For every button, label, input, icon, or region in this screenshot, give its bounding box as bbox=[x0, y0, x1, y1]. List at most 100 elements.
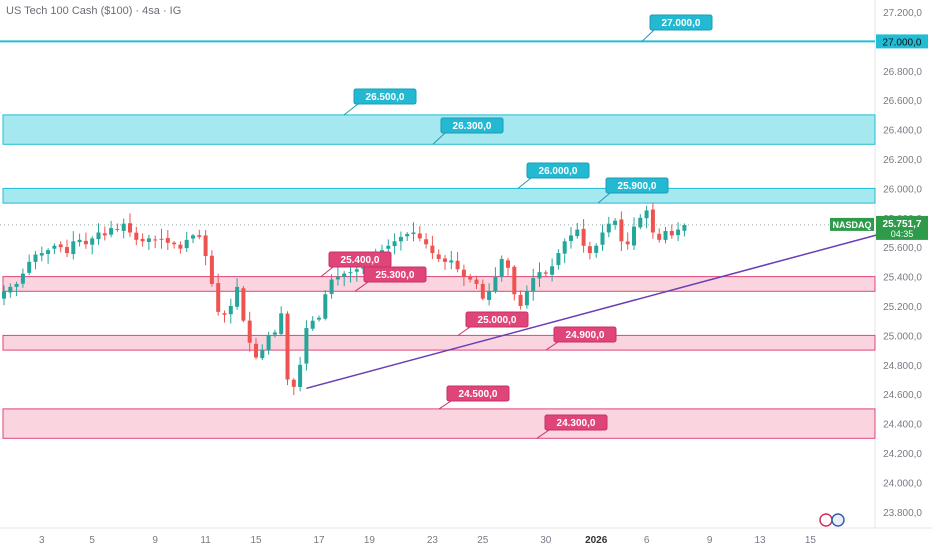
label-24300-label: 24.300,0 bbox=[557, 418, 596, 429]
label-24500-label: 24.500,0 bbox=[459, 389, 498, 400]
countdown-label: 04:35 bbox=[891, 229, 914, 239]
candle-body bbox=[146, 238, 151, 243]
label-24500 bbox=[446, 385, 510, 402]
label-26300 bbox=[440, 117, 504, 134]
candle-body bbox=[121, 223, 126, 231]
price-tick-label: 24.200,0 bbox=[883, 449, 922, 460]
candle-body bbox=[575, 229, 580, 237]
candle-body bbox=[430, 245, 435, 254]
time-tick-label: 2026 bbox=[585, 535, 608, 546]
candle-body bbox=[291, 379, 296, 387]
candle-body bbox=[27, 261, 32, 273]
candle-body bbox=[77, 239, 82, 243]
label-24300 bbox=[544, 414, 608, 431]
candle-body bbox=[669, 230, 674, 236]
candle-body bbox=[2, 291, 6, 299]
candle-body bbox=[65, 247, 69, 254]
candle-body bbox=[518, 294, 523, 306]
candle-body bbox=[46, 250, 51, 255]
candle-body bbox=[348, 272, 353, 274]
event-lightning-icon bbox=[819, 513, 833, 527]
candle-body bbox=[455, 260, 460, 270]
price-tick-label: 24.400,0 bbox=[883, 420, 922, 431]
candle-body bbox=[657, 233, 662, 240]
label-24900 bbox=[553, 326, 617, 343]
candle-body bbox=[562, 241, 567, 254]
candle-body bbox=[632, 226, 636, 246]
label-26000 bbox=[526, 162, 590, 179]
candle-body bbox=[424, 239, 429, 245]
time-tick-label: 11 bbox=[200, 535, 211, 546]
label-25000-pointer bbox=[457, 326, 471, 336]
candle-body bbox=[153, 239, 158, 241]
candle-body bbox=[115, 228, 120, 230]
candle-body bbox=[128, 223, 132, 233]
candle-body bbox=[172, 242, 177, 245]
label-26500 bbox=[353, 88, 417, 105]
event-flag-icon bbox=[831, 513, 845, 527]
price-tick-label: 26.200,0 bbox=[883, 155, 922, 166]
candle-body bbox=[254, 343, 258, 358]
candle-body bbox=[569, 235, 573, 241]
candle-body bbox=[165, 238, 170, 243]
candle-body bbox=[109, 228, 114, 235]
candle-body bbox=[512, 266, 517, 295]
label-25900-label: 25.900,0 bbox=[618, 181, 657, 192]
price-tick-label: 26.000,0 bbox=[883, 184, 922, 195]
price-tick-label: 25.200,0 bbox=[883, 302, 922, 313]
candle-body bbox=[581, 228, 586, 246]
candle-body bbox=[443, 258, 447, 262]
candle-body bbox=[20, 273, 25, 284]
candle-body bbox=[392, 241, 397, 247]
candle-body bbox=[644, 210, 649, 219]
candle-body bbox=[8, 286, 13, 293]
candle-body bbox=[480, 283, 485, 299]
price-tick-label: 24.000,0 bbox=[883, 478, 922, 489]
line-price-badge-label: 27.000,0 bbox=[883, 37, 922, 48]
last-price-badge-label: 25.751,7 bbox=[883, 219, 922, 230]
candle-body bbox=[417, 233, 422, 239]
candle-body bbox=[203, 235, 208, 257]
candle-body bbox=[550, 266, 555, 275]
label-25900-pointer bbox=[597, 192, 611, 204]
candle-body bbox=[58, 244, 63, 248]
price-tick-label: 24.800,0 bbox=[883, 361, 922, 372]
label-25400 bbox=[328, 251, 392, 268]
candle-body bbox=[524, 291, 529, 306]
support-zone-upper bbox=[2, 276, 876, 292]
label-24500-pointer bbox=[438, 400, 452, 410]
last-price-badge bbox=[876, 215, 928, 240]
time-tick-label: 19 bbox=[364, 535, 376, 546]
price-tick-label: 26.600,0 bbox=[883, 96, 922, 107]
candle-body bbox=[663, 231, 668, 240]
candle-body bbox=[304, 328, 309, 364]
candle-body bbox=[134, 232, 139, 240]
candle-body bbox=[184, 239, 189, 249]
label-25400-pointer bbox=[320, 266, 334, 277]
candle-body bbox=[140, 238, 145, 242]
time-tick-label: 30 bbox=[540, 535, 552, 546]
candle-body bbox=[83, 240, 88, 245]
candle-body bbox=[487, 291, 492, 300]
candle-body bbox=[197, 235, 202, 237]
candle-body bbox=[310, 320, 315, 329]
price-tick-label: 26.800,0 bbox=[883, 67, 922, 78]
candle-body bbox=[650, 209, 655, 233]
candle-body bbox=[39, 253, 44, 256]
candle-body bbox=[594, 245, 599, 253]
symbol-badge-label: NASDAQ bbox=[832, 220, 871, 230]
candle-body bbox=[398, 236, 403, 242]
candle-body bbox=[71, 241, 76, 255]
candle-body bbox=[625, 241, 630, 245]
candle-body bbox=[506, 260, 510, 268]
support-zone-middle bbox=[2, 334, 876, 351]
candle-body bbox=[285, 313, 290, 380]
candle-body bbox=[209, 255, 214, 284]
candle-body bbox=[619, 219, 624, 242]
label-26000-pointer bbox=[517, 177, 532, 189]
resistance-zone-lower bbox=[2, 187, 876, 204]
price-tick-label: 25.600,0 bbox=[883, 243, 922, 254]
label-25900 bbox=[605, 177, 669, 194]
candle-body bbox=[449, 260, 454, 263]
